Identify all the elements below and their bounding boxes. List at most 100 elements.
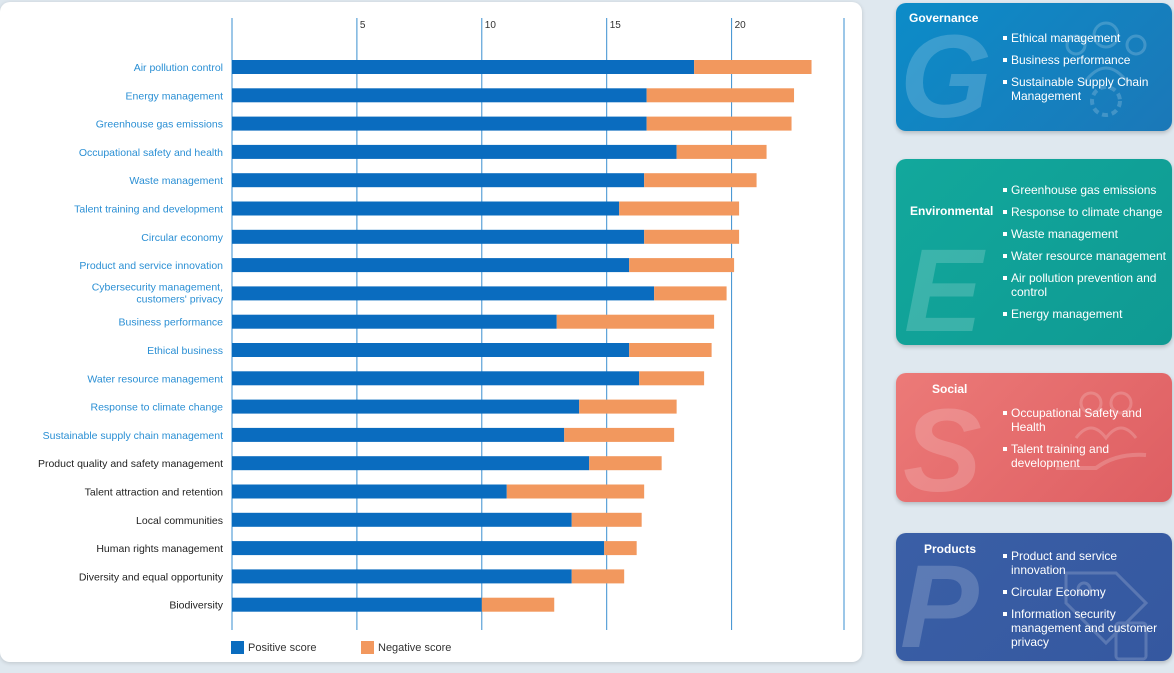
bar-negative [571, 569, 625, 584]
category-label: Cybersecurity management, customers' priv… [92, 281, 224, 305]
bar-positive [232, 88, 647, 103]
category-label: Energy management [126, 90, 224, 102]
environmental-title: Environmental [910, 204, 994, 218]
category-label: Greenhouse gas emissions [96, 119, 223, 131]
list-item: Energy management [1003, 307, 1171, 321]
bar-positive [232, 173, 645, 188]
bar-negative [644, 229, 740, 244]
bar-positive [232, 258, 630, 273]
bar-positive [232, 456, 590, 471]
list-item: Circular Economy [1003, 585, 1171, 599]
social-panel [896, 373, 1172, 502]
products-letter: P [900, 541, 979, 673]
legend-negative: Negative score [361, 641, 451, 654]
bar-positive [232, 597, 482, 612]
legend-positive: Positive score [231, 641, 316, 654]
legend-label-negative: Negative score [378, 641, 452, 654]
category-label: Product and service innovation [79, 260, 223, 272]
bar-negative [481, 597, 555, 612]
social-letter: S [903, 385, 982, 517]
bar-positive [232, 116, 647, 131]
category-label: Human rights management [96, 543, 223, 555]
governance-letter: G [900, 11, 992, 143]
list-item: Response to climate change [1003, 205, 1171, 219]
bar-negative [646, 116, 792, 131]
category-label: Talent training and development [74, 204, 223, 216]
bar-positive [232, 427, 565, 442]
governance-panel [896, 3, 1172, 131]
x-tick-label: 5 [360, 20, 366, 31]
social-list: Occupational Safety and Health Talent tr… [1003, 406, 1161, 478]
list-item: Occupational Safety and Health [1003, 406, 1161, 434]
bar-positive [232, 144, 677, 159]
bar-negative [629, 343, 712, 357]
tag-icon [1064, 571, 1149, 661]
bar-negative [644, 173, 757, 188]
list-item: Information security management and cust… [1003, 607, 1171, 649]
category-label: Response to climate change [91, 402, 224, 414]
bar-negative [564, 427, 675, 442]
list-item: Waste management [1003, 227, 1171, 241]
bar-negative [629, 258, 735, 273]
legend-label-positive: Positive score [248, 641, 317, 654]
bar-positive [232, 343, 630, 357]
people-gear-icon [1065, 21, 1147, 117]
bar-negative [694, 60, 812, 74]
bar-negative [646, 88, 795, 103]
bar-negative [604, 541, 637, 556]
bar-negative [571, 512, 642, 527]
list-item: Business performance [1003, 53, 1166, 67]
bar-negative [639, 371, 705, 386]
bar-negative [619, 201, 740, 216]
bar-positive [232, 286, 655, 301]
x-tick-label: 20 [735, 20, 747, 31]
category-label: Talent attraction and retention [85, 487, 224, 499]
category-label: Air pollution control [134, 62, 223, 74]
products-list: Product and service innovation Circular … [1003, 549, 1171, 657]
governance-list: Ethical management Business performance … [1003, 31, 1166, 111]
category-label: Sustainable supply chain management [43, 430, 223, 442]
bar-negative [654, 286, 727, 301]
environmental-panel [896, 159, 1172, 345]
hand-people-icon [1056, 391, 1147, 470]
list-item: Water resource management [1003, 249, 1171, 263]
bar-negative [556, 314, 715, 329]
governance-title: Governance [909, 11, 979, 25]
category-label: Biodiversity [169, 600, 223, 612]
bar-positive [232, 314, 557, 329]
social-title: Social [932, 382, 968, 396]
list-item: Talent training and development [1003, 442, 1161, 470]
bar-positive [232, 371, 640, 386]
products-title: Products [924, 542, 977, 556]
bar-positive [232, 484, 507, 499]
bar-positive [232, 229, 645, 244]
category-label: Diversity and equal opportunity [79, 571, 224, 583]
environmental-letter: E [904, 225, 983, 357]
category-label: Water resource management [87, 373, 223, 385]
category-label: Circular economy [141, 232, 223, 244]
legend-swatch-positive [231, 641, 244, 654]
category-label: Ethical business [147, 345, 223, 357]
products-panel [896, 533, 1172, 661]
bar-negative [676, 144, 767, 159]
list-item: Product and service innovation [1003, 549, 1161, 577]
bar-positive [232, 541, 605, 556]
x-tick-label: 15 [610, 20, 622, 31]
legend-swatch-negative [361, 641, 374, 654]
category-label: Business performance [119, 317, 224, 329]
bar-positive [232, 512, 572, 527]
x-tick-label: 10 [485, 20, 497, 31]
category-label: Local communities [136, 515, 223, 527]
environmental-list: Greenhouse gas emissions Response to cli… [1003, 183, 1171, 329]
list-item: Greenhouse gas emissions [1003, 183, 1171, 197]
category-label: Product quality and safety management [38, 458, 223, 470]
list-item: Air pollution prevention and control [1003, 271, 1171, 299]
bar-negative [589, 456, 662, 471]
list-item: Ethical management [1003, 31, 1166, 45]
list-item: Sustainable Supply Chain Management [1003, 75, 1166, 103]
stacked-bar-chart: 5 10 15 20 Air pollution control Energy manag… [38, 18, 845, 630]
bar-negative [506, 484, 645, 499]
bar-negative [579, 399, 677, 414]
chart-card: 5 10 15 20 Air pollution control Energy manag… [0, 2, 862, 662]
bar-positive [232, 201, 620, 216]
